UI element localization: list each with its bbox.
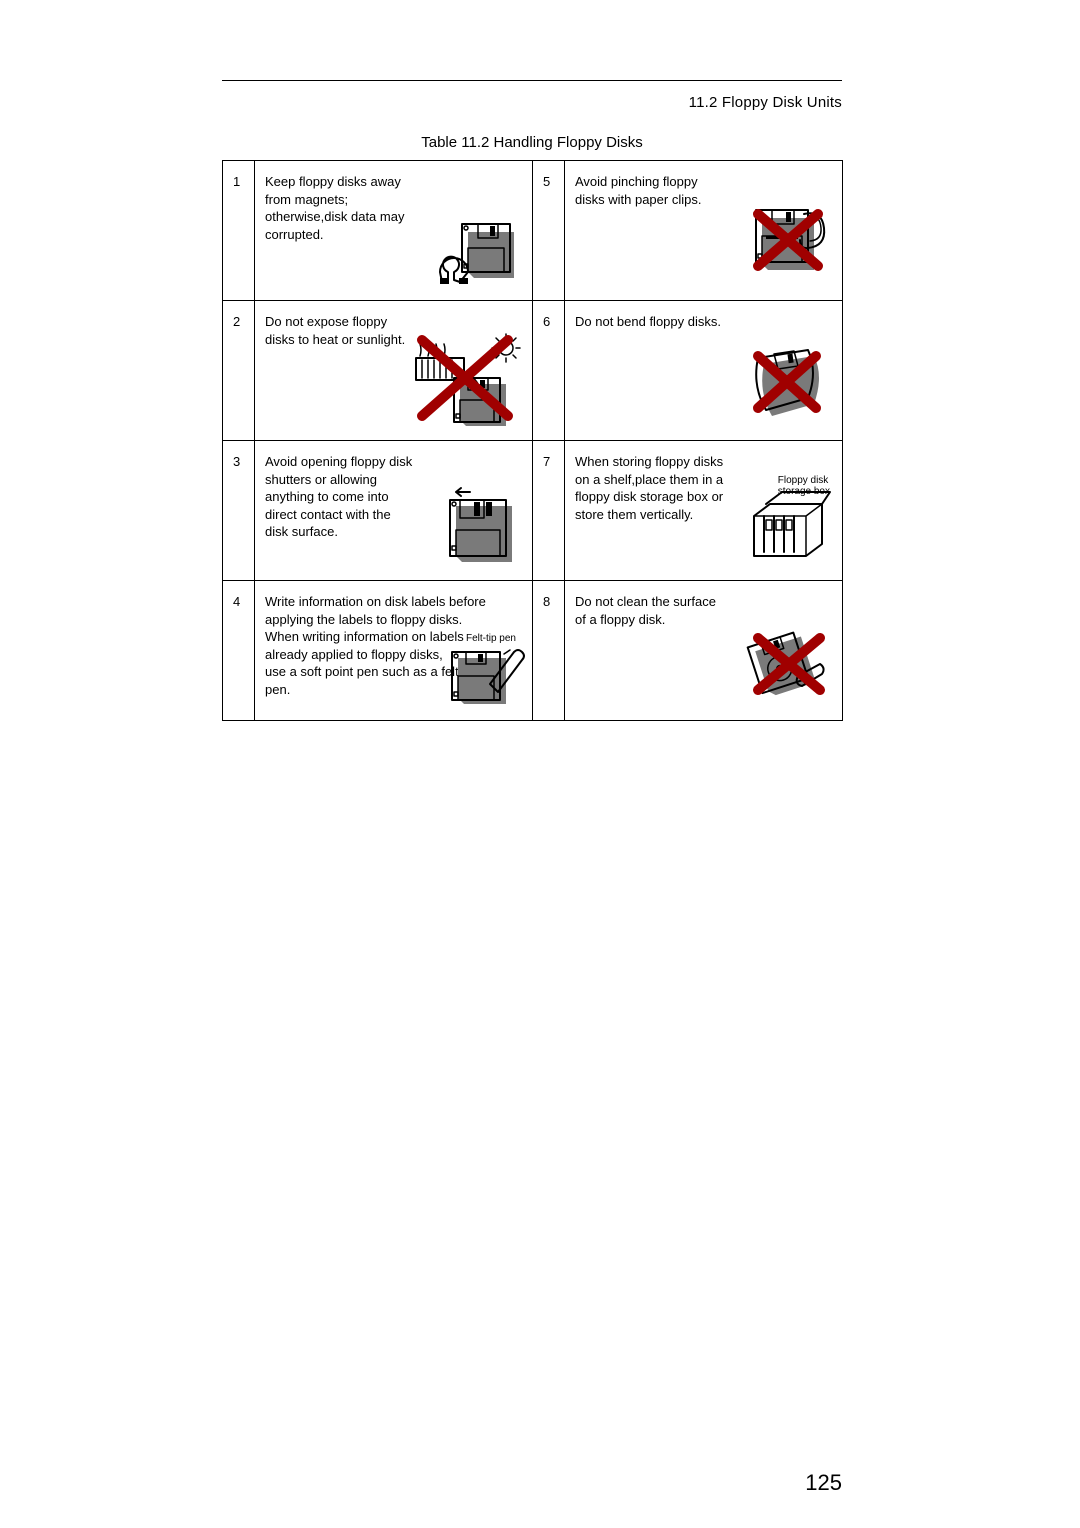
tip-number: 1 (223, 161, 255, 301)
table-row: 4 Write information on disk labels befor… (223, 581, 843, 721)
shutter-floppy-icon (434, 486, 522, 570)
tip-text: When storing floppy disks on a shelf,pla… (575, 453, 725, 523)
tip-text: Do not clean the surface of a floppy dis… (575, 593, 725, 628)
tip-number: 5 (533, 161, 565, 301)
tip-cell: Avoid opening floppy disk shutters or al… (255, 441, 533, 581)
bend-floppy-icon (744, 346, 832, 430)
tip-cell: When storing floppy disks on a shelf,pla… (565, 441, 843, 581)
storage-box-icon (744, 486, 832, 570)
heat-sun-floppy-icon (412, 330, 522, 430)
tip-number: 3 (223, 441, 255, 581)
tip-text: Avoid opening floppy disk shutters or al… (265, 453, 415, 541)
page-number: 125 (222, 1470, 842, 1496)
tip-cell: Do not bend floppy disks. (565, 301, 843, 441)
tip-cell: Keep floppy disks away from magnets; oth… (255, 161, 533, 301)
tip-cell: Write information on disk labels before … (255, 581, 533, 721)
handling-floppy-table: 1 Keep floppy disks away from magnets; o… (222, 160, 843, 721)
tip-cell: Do not clean the surface of a floppy dis… (565, 581, 843, 721)
tip-number: 4 (223, 581, 255, 721)
section-header: 11.2 Floppy Disk Units (689, 94, 842, 111)
tip-number: 6 (533, 301, 565, 441)
table-row: 1 Keep floppy disks away from magnets; o… (223, 161, 843, 301)
tip-number: 8 (533, 581, 565, 721)
tip-number: 7 (533, 441, 565, 581)
clean-floppy-icon (744, 626, 832, 710)
felt-pen-floppy-icon (444, 640, 522, 710)
tip-text: Do not bend floppy disks. (575, 313, 725, 331)
tip-cell: Do not expose floppy disks to heat or su… (255, 301, 533, 441)
tip-number: 2 (223, 301, 255, 441)
paperclip-floppy-icon (744, 206, 832, 290)
table-caption: Table 11.2 Handling Floppy Disks (222, 134, 842, 151)
tip-cell: Avoid pinching floppy disks with paper c… (565, 161, 843, 301)
magnet-floppy-icon (434, 206, 522, 290)
table-row: 3 Avoid opening floppy disk shutters or … (223, 441, 843, 581)
table-row: 2 Do not expose floppy disks to heat or … (223, 301, 843, 441)
tip-text: Do not expose floppy disks to heat or su… (265, 313, 415, 348)
tip-text: Avoid pinching floppy disks with paper c… (575, 173, 725, 208)
tip-text: Keep floppy disks away from magnets; oth… (265, 173, 415, 243)
header-rule (222, 80, 842, 81)
